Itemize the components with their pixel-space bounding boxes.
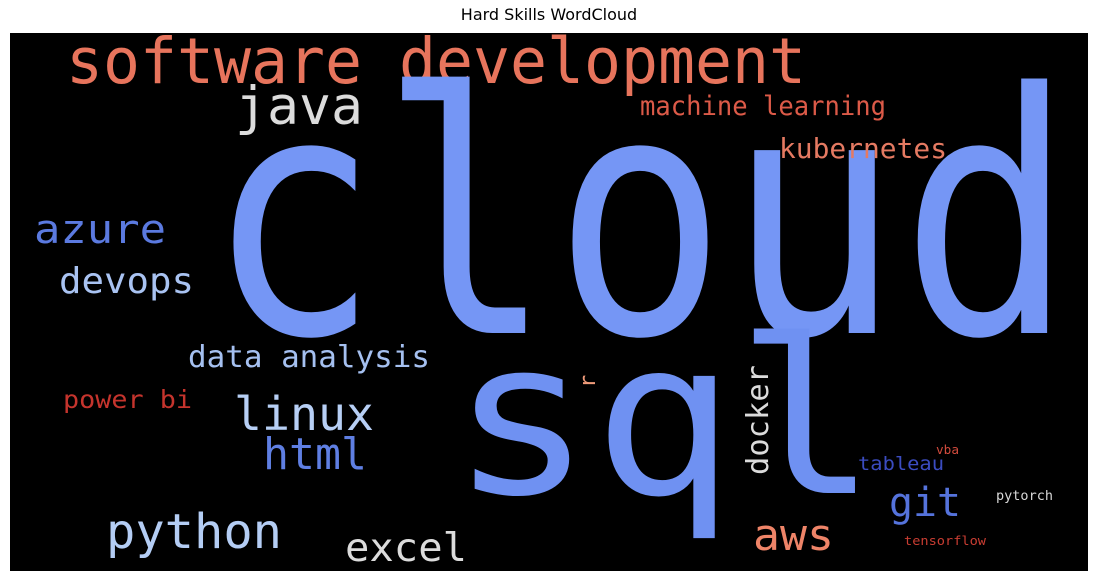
word-git: git (889, 480, 961, 526)
word-excel: excel (345, 526, 467, 571)
word-devops: devops (59, 261, 194, 302)
word-linux: linux (234, 387, 374, 441)
word-r: r (576, 375, 601, 388)
word-aws: aws (753, 510, 834, 561)
word-cloud: cloud (206, 33, 1074, 413)
word-azure: azure (34, 207, 166, 253)
word-data-analysis: data analysis (188, 340, 430, 375)
word-pytorch: pytorch (996, 489, 1053, 504)
word-vba: vba (936, 443, 959, 457)
word-tableau: tableau (858, 453, 944, 475)
word-sql: sql (450, 293, 878, 544)
wordcloud-canvas: software development cloud sql java mach… (10, 33, 1088, 571)
chart-title: Hard Skills WordCloud (460, 5, 638, 24)
word-html: html (263, 429, 367, 480)
word-tensorflow: tensorflow (904, 534, 987, 548)
word-software-development: software development (66, 33, 806, 98)
word-power-bi: power bi (63, 385, 192, 414)
word-machine-learning: machine learning (640, 91, 886, 122)
word-docker: docker (741, 365, 776, 475)
word-kubernetes: kubernetes (779, 132, 947, 165)
word-python: python (106, 504, 282, 560)
word-java: java (235, 76, 363, 137)
